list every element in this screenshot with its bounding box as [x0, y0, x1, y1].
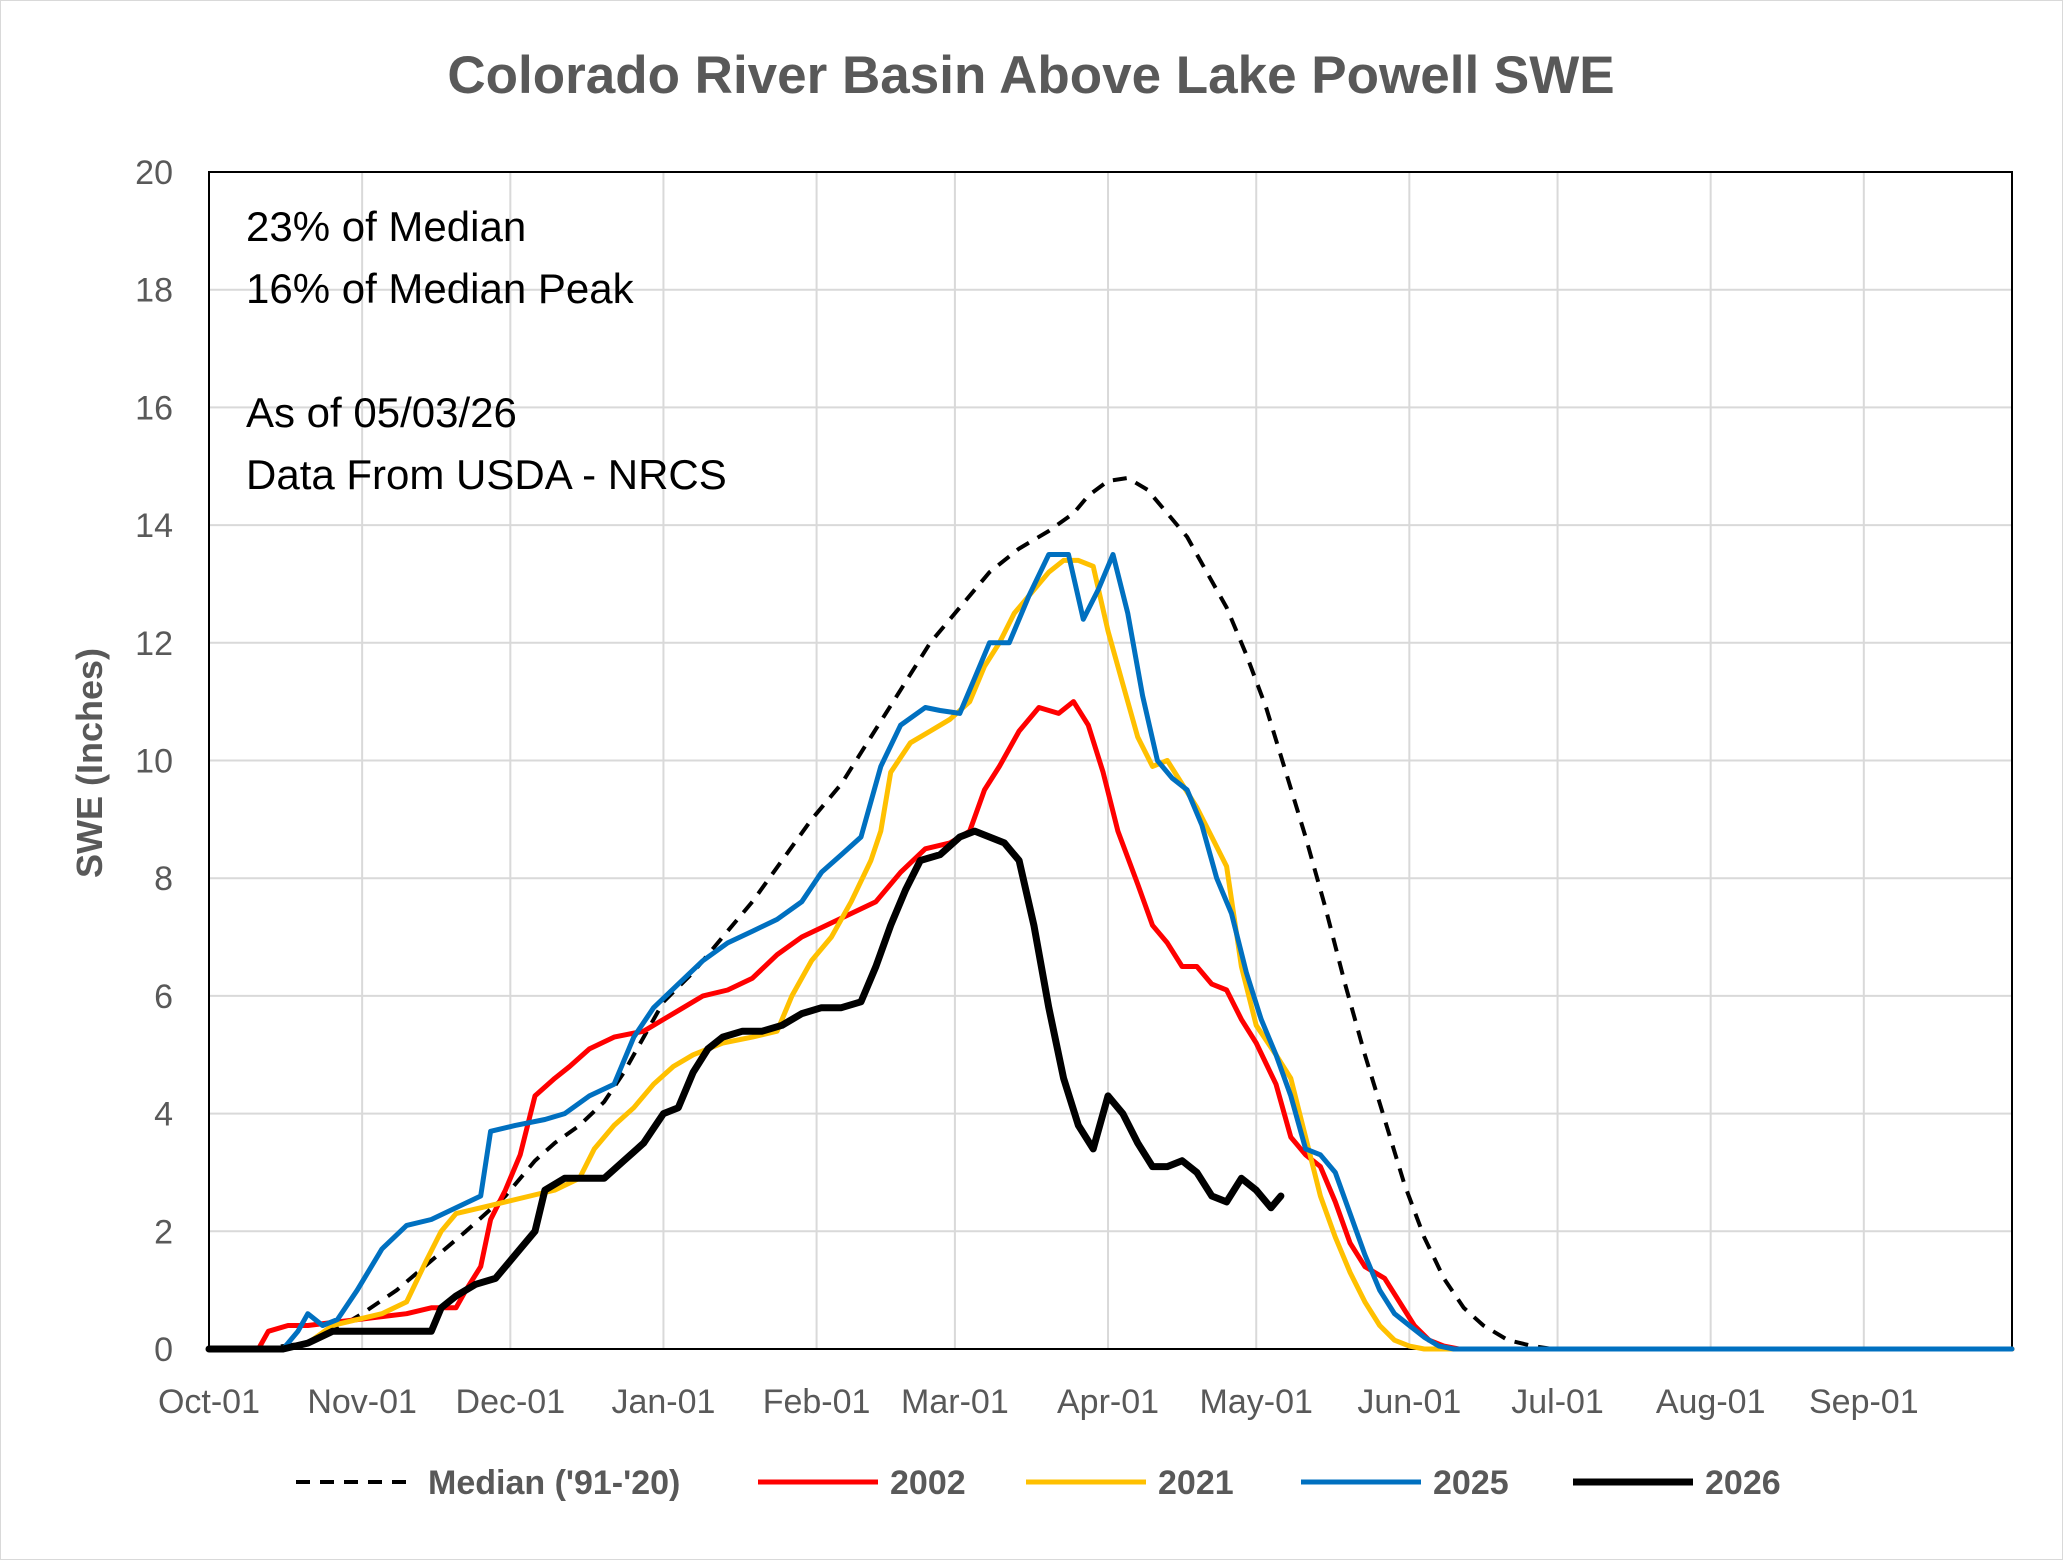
- y-tick-label: 4: [154, 1096, 173, 1134]
- y-axis-ticks: 0 2 4 6 8 10 12 14 16 18 20: [135, 154, 173, 1369]
- annotation-line: 23% of Median: [246, 203, 526, 250]
- x-tick-label: Mar-01: [901, 1383, 1009, 1421]
- annotation-line: Data From USDA - NRCS: [246, 451, 727, 498]
- x-tick-label: Nov-01: [307, 1383, 417, 1421]
- x-tick-label: Jul-01: [1511, 1383, 1604, 1421]
- annotation-line: 16% of Median Peak: [246, 265, 635, 312]
- x-tick-label: Jun-01: [1357, 1383, 1461, 1421]
- y-axis-label: SWE (Inches): [69, 648, 110, 878]
- plot-area-border: [208, 171, 2013, 1350]
- legend-label: Median ('91-'20): [428, 1464, 680, 1502]
- y-tick-label: 18: [135, 272, 173, 310]
- x-tick-label: Jan-01: [611, 1383, 715, 1421]
- annotation-block: 23% of Median 16% of Median Peak As of 05/…: [246, 203, 727, 498]
- grid-layer: [209, 172, 2012, 1349]
- series-line-median-91-20: [209, 476, 2012, 1351]
- y-tick-label: 10: [135, 743, 173, 781]
- x-tick-label: Oct-01: [158, 1383, 260, 1421]
- y-tick-label: 8: [154, 860, 173, 898]
- legend: Median ('91-'20) 2002 2021 2025 2026: [296, 1464, 1781, 1502]
- x-tick-label: Apr-01: [1057, 1383, 1159, 1421]
- series-layer: [205, 476, 2015, 1353]
- x-tick-label: Dec-01: [456, 1383, 566, 1421]
- legend-label: 2025: [1433, 1464, 1509, 1502]
- y-tick-label: 12: [135, 625, 173, 663]
- x-axis-ticks: Oct-01 Nov-01 Dec-01 Jan-01 Feb-01 Mar-01 Apr-…: [158, 1383, 1919, 1421]
- series-line-2002: [206, 699, 2015, 1352]
- y-tick-label: 6: [154, 978, 173, 1016]
- x-tick-label: Aug-01: [1656, 1383, 1766, 1421]
- y-tick-label: 20: [135, 154, 173, 192]
- legend-label: 2002: [890, 1464, 966, 1502]
- y-tick-label: 0: [154, 1331, 173, 1369]
- legend-label: 2021: [1158, 1464, 1234, 1502]
- y-tick-label: 16: [135, 389, 173, 427]
- y-tick-label: 2: [154, 1213, 173, 1251]
- x-tick-label: Sep-01: [1809, 1383, 1919, 1421]
- legend-label: 2026: [1705, 1464, 1781, 1502]
- x-tick-label: May-01: [1200, 1383, 1313, 1421]
- x-tick-label: Feb-01: [763, 1383, 871, 1421]
- y-tick-label: 14: [135, 507, 173, 545]
- series-line-2026: [205, 827, 1285, 1353]
- chart-title: Colorado River Basin Above Lake Powell S…: [447, 46, 1614, 105]
- annotation-line: As of 05/03/26: [246, 389, 517, 436]
- series-line-2025: [206, 552, 2015, 1352]
